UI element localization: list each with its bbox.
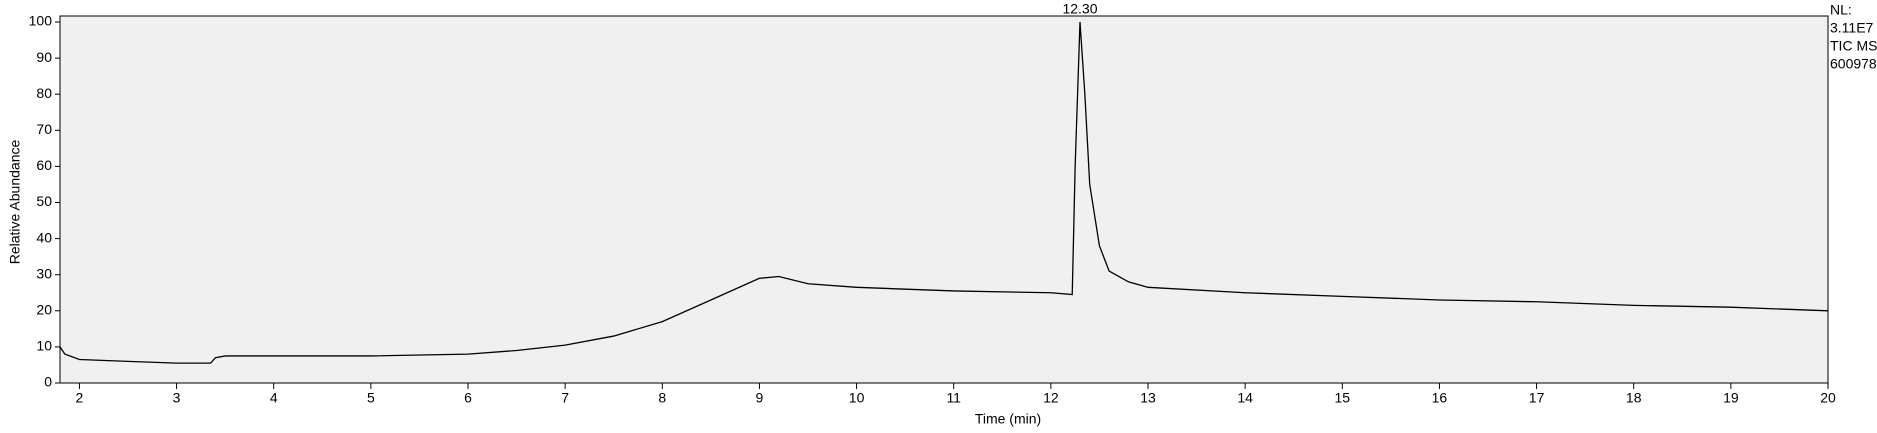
y-tick-label: 80 — [36, 85, 52, 101]
y-tick-label: 30 — [36, 265, 52, 281]
x-axis-label: Time (min) — [975, 411, 1041, 427]
x-tick-label: 9 — [756, 390, 764, 406]
y-tick-label: 10 — [36, 338, 52, 354]
info-text: 3.11E7 — [1830, 20, 1874, 36]
x-tick-label: 3 — [173, 390, 181, 406]
y-tick-label: 0 — [44, 374, 52, 390]
x-tick-label: 4 — [270, 390, 278, 406]
x-tick-label: 13 — [1140, 390, 1156, 406]
x-tick-label: 11 — [946, 390, 961, 406]
x-tick-label: 15 — [1334, 390, 1350, 406]
x-tick-label: 7 — [561, 390, 569, 406]
x-tick-label: 12 — [1043, 390, 1059, 406]
x-tick-label: 19 — [1723, 390, 1739, 406]
y-tick-label: 90 — [36, 49, 52, 65]
y-tick-label: 70 — [36, 121, 52, 137]
x-tick-label: 10 — [849, 390, 865, 406]
x-tick-label: 20 — [1820, 390, 1836, 406]
x-tick-label: 14 — [1237, 390, 1253, 406]
x-tick-label: 5 — [367, 390, 375, 406]
info-text: 600978 — [1830, 56, 1877, 72]
x-tick-label: 17 — [1529, 390, 1545, 406]
x-tick-label: 6 — [464, 390, 472, 406]
y-tick-label: 50 — [36, 193, 52, 209]
x-tick-label: 2 — [76, 390, 84, 406]
x-tick-label: 8 — [658, 390, 666, 406]
y-tick-label: 100 — [29, 13, 53, 29]
y-tick-label: 40 — [36, 229, 52, 245]
peak-label: 12.30 — [1062, 1, 1097, 17]
x-tick-label: 18 — [1626, 390, 1642, 406]
y-tick-label: 60 — [36, 157, 52, 173]
y-axis-label: Relative Abundance — [7, 140, 23, 265]
x-tick-label: 16 — [1432, 390, 1448, 406]
y-tick-label: 20 — [36, 302, 52, 318]
plot-area — [59, 15, 1829, 384]
trace — [59, 21, 1829, 364]
info-text: NL: — [1830, 2, 1852, 18]
info-text: TIC MS — [1830, 38, 1877, 54]
